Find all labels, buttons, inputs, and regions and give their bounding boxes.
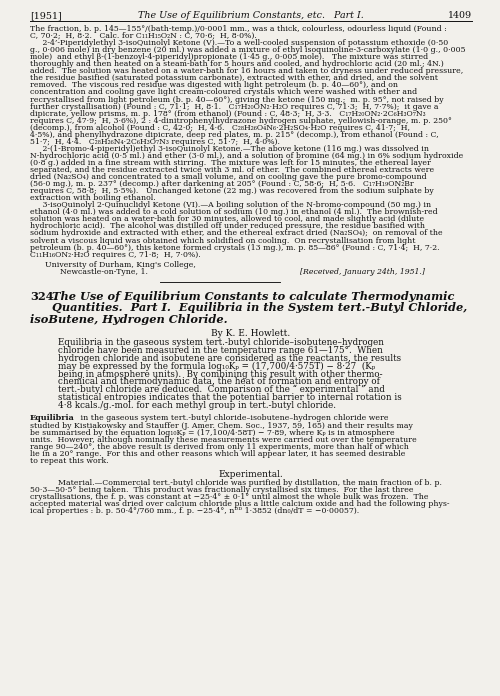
Text: be summarised by the equation log₁₀Kₚ = (17,100/4·58T) − 7·89, where Kₚ is in at: be summarised by the equation log₁₀Kₚ = …	[30, 429, 395, 436]
Text: concentration and cooling gave light cream-coloured crystals which were washed w: concentration and cooling gave light cre…	[30, 88, 417, 97]
Text: crystallisations, the f. p. was constant at −25·4° ± 0·1° until almost the whole: crystallisations, the f. p. was constant…	[30, 493, 428, 501]
Text: University of Durham, King's College,: University of Durham, King's College,	[45, 260, 196, 269]
Text: (decomp.), from alcohol (Found : C, 42·0;  H, 4·6.   C₂₈H₂₆O₄N₆·2H₂SO₄·H₂O requi: (decomp.), from alcohol (Found : C, 42·0…	[30, 124, 410, 132]
Text: solution was heated on a water-bath for 30 minutes, allowed to cool, and made sl: solution was heated on a water-bath for …	[30, 215, 424, 223]
Text: 50·3—50·5° being taken.  This product was fractionally crystallised six times.  : 50·3—50·5° being taken. This product was…	[30, 486, 413, 494]
Text: 4·5%), and phenylhydrazone dipicrate, deep red plates, m. p. 215° (decomp.), fro: 4·5%), and phenylhydrazone dipicrate, de…	[30, 131, 439, 139]
Text: range 90—240°, the above result is derived from only 11 experiments, more than h: range 90—240°, the above result is deriv…	[30, 443, 409, 450]
Text: separated, and the residue extracted twice with 3 ml. of ether.  The combined et: separated, and the residue extracted twi…	[30, 166, 434, 174]
Text: C, 70·2;  H, 8·2.   Calc. for C₁₁H₁₅O₂N : C, 70·6;  H, 8·0%).: C, 70·2; H, 8·2. Calc. for C₁₁H₁₅O₂N : C…	[30, 32, 257, 40]
Text: extraction with boiling ethanol.: extraction with boiling ethanol.	[30, 194, 156, 203]
Text: Equilibria: Equilibria	[30, 414, 75, 422]
Text: The Use of Equilibrium Constants, etc.   Part I.: The Use of Equilibrium Constants, etc. P…	[138, 11, 364, 20]
Text: petroleum (b. p. 40—60°), this ketone formed crystals (13 mg.), m. p. 85—86° (Fo: petroleum (b. p. 40—60°), this ketone fo…	[30, 244, 440, 251]
Text: 4·8 kcals./g.-mol. for each methyl group in tert.-butyl chloride.: 4·8 kcals./g.-mol. for each methyl group…	[58, 401, 336, 410]
Text: Experimental.: Experimental.	[218, 470, 284, 479]
Text: studied by Kistiakowsky and Stauffer (J. Amer. Chem. Soc., 1937, 59, 165) and th: studied by Kistiakowsky and Stauffer (J.…	[30, 422, 413, 429]
Text: mole)  and ethyl β-(1-benzoyl-4-piperidyl)propionate (1·45 g., 0·005 mole).   Th: mole) and ethyl β-(1-benzoyl-4-piperidyl…	[30, 53, 428, 61]
Text: Quantities.  Part I.  Equilibria in the System tert.-Butyl Chloride,: Quantities. Part I. Equilibria in the Sy…	[52, 302, 467, 313]
Text: being in atmosphere units).  By combining this result with other thermo-: being in atmosphere units). By combining…	[58, 370, 382, 379]
Text: solvent a viscous liquid was obtained which solidified on cooling.  On recrystal: solvent a viscous liquid was obtained wh…	[30, 237, 415, 244]
Text: By K. E. Howlett.: By K. E. Howlett.	[212, 329, 290, 338]
Text: [Received, January 24th, 1951.]: [Received, January 24th, 1951.]	[300, 268, 425, 276]
Text: statistical entropies indicates that the potential barrier to internal rotation : statistical entropies indicates that the…	[58, 393, 402, 402]
Text: hydrochloric acid).  The alcohol was distilled off under reduced pressure, the r: hydrochloric acid). The alcohol was dist…	[30, 223, 425, 230]
Text: Equilibria in the gaseous system tert.-butyl chloride–isobutene–hydrogen: Equilibria in the gaseous system tert.-b…	[58, 338, 384, 347]
Text: further crystallisation) (Found : C, 71·1;  H, 8·1.   C₁₇H₂₀ON₂·H₂O requires C, : further crystallisation) (Found : C, 71·…	[30, 102, 438, 111]
Text: sodium hydroxide and extracted with ether, and the ethereal extract dried (Na₂SO: sodium hydroxide and extracted with ethe…	[30, 230, 442, 237]
Text: [1951]: [1951]	[30, 11, 62, 20]
Text: (0·8 g.) added in a fine stream with stirring.  The mixture was left for 15 minu: (0·8 g.) added in a fine stream with sti…	[30, 159, 431, 167]
Text: chemical and thermodynamic data, the heat of formation and entropy of: chemical and thermodynamic data, the hea…	[58, 377, 380, 386]
Text: chloride have been measured in the temperature range 61—175°.  When: chloride have been measured in the tempe…	[58, 346, 383, 355]
Text: Newcastle-on-Tyne, 1.: Newcastle-on-Tyne, 1.	[60, 268, 148, 276]
Text: isoButene, Hydrogen Chloride.: isoButene, Hydrogen Chloride.	[30, 314, 228, 325]
Text: accepted material was dried over calcium chloride plus a little calcium oxide an: accepted material was dried over calcium…	[30, 500, 450, 508]
Text: 324.: 324.	[30, 291, 58, 302]
Text: may be expressed by the formula log₁₀Kₚ = (17,700/4·575T) − 8·27  (Kₚ: may be expressed by the formula log₁₀Kₚ …	[58, 362, 375, 371]
Text: dried (Na₂SO₄) and concentrated to a small volume, and on cooling gave the pure : dried (Na₂SO₄) and concentrated to a sma…	[30, 173, 426, 181]
Text: removed.  The viscous red residue was digested with light petroleum (b. p. 40—60: removed. The viscous red residue was dig…	[30, 81, 398, 89]
Text: (56·0 mg.), m. p. 237° (decomp.) after darkening at 205° (Found : C, 58·6;  H, 5: (56·0 mg.), m. p. 237° (decomp.) after d…	[30, 180, 414, 188]
Text: g., 0·006 mole) in dry benzene (20 ml.) was added a mixture of ethyl isoquinolin: g., 0·006 mole) in dry benzene (20 ml.) …	[30, 46, 466, 54]
Text: 2-4’-Piperidylethyl 3-isoQuinolyl Ketone (V).—To a well-cooled suspension of pot: 2-4’-Piperidylethyl 3-isoQuinolyl Ketone…	[30, 39, 448, 47]
Text: The Use of Equilibrium Constants to calculate Thermodynamic: The Use of Equilibrium Constants to calc…	[52, 291, 454, 302]
Text: lie in a 20° range.  For this and other reasons which will appear later, it has : lie in a 20° range. For this and other r…	[30, 450, 406, 458]
Text: recrystallised from light petroleum (b. p. 40—60°), giving the ketone (150 mg.; : recrystallised from light petroleum (b. …	[30, 95, 444, 104]
Text: 3-isoQuinolyl 2-Quinuclidyl Ketone (VI).—A boiling solution of the N-bromo-compo: 3-isoQuinolyl 2-Quinuclidyl Ketone (VI).…	[30, 201, 431, 209]
Text: Material.—Commercial tert.-butyl chloride was purified by distillation, the main: Material.—Commercial tert.-butyl chlorid…	[58, 479, 442, 487]
Text: hydrogen chloride and isobutene are considered as the reactants, the results: hydrogen chloride and isobutene are cons…	[58, 354, 401, 363]
Text: in the gaseous system tert.-butyl chloride–isobutene–hydrogen chloride were: in the gaseous system tert.-butyl chlori…	[78, 414, 388, 422]
Text: ethanol (4·0 ml.) was added to a cold solution of sodium (10 mg.) in ethanol (4 : ethanol (4·0 ml.) was added to a cold so…	[30, 208, 438, 216]
Text: requires C, 58·8;  H, 5·5%).   Unchanged ketone (22 mg.) was recovered from the : requires C, 58·8; H, 5·5%). Unchanged ke…	[30, 187, 434, 195]
Text: requires C, 47·9;  H, 3·6%), 2 : 4-dinitrophenylhydrazone hydrogen sulphate, yel: requires C, 47·9; H, 3·6%), 2 : 4-dinitr…	[30, 117, 452, 125]
Text: thoroughly and then heated on a steam-bath for 5 hours and cooled, and hydrochlo: thoroughly and then heated on a steam-ba…	[30, 61, 444, 68]
Text: The fraction, b. p. 145—155°/(bath-temp.)/0·0001 mm., was a thick, colourless, o: The fraction, b. p. 145—155°/(bath-temp.…	[30, 25, 447, 33]
Text: 51·7;  H, 4·4.   C₂₈H₂₆N₄·2C₆H₃O₇N₃ requires C, 51·7;  H, 4·0%).: 51·7; H, 4·4. C₂₈H₂₆N₄·2C₆H₃O₇N₃ require…	[30, 138, 280, 145]
Text: N-hydrochloric acid (0·5 ml.) and ether (3·0 ml.), and a solution of bromine (64: N-hydrochloric acid (0·5 ml.) and ether …	[30, 152, 463, 160]
Text: to repeat this work.: to repeat this work.	[30, 457, 109, 465]
Text: the residue basified (saturated potassium carbonate), extracted with ether, and : the residue basified (saturated potassiu…	[30, 74, 438, 82]
Text: ical properties : b. p. 50·4°/760 mm., f. p. −25·4°, nᴰᴰ 1·3852 (dn₀/dT = −0·000: ical properties : b. p. 50·4°/760 mm., f…	[30, 507, 359, 515]
Text: added.  The solution was heated on a water-bath for 16 hours and taken to drynes: added. The solution was heated on a wate…	[30, 68, 463, 75]
Text: units.  However, although nominally these measurements were carried out over the: units. However, although nominally these…	[30, 436, 417, 443]
Text: C₁₁H₁₆ON₂·H₂O requires C, 71·8;  H, 7·0%).: C₁₁H₁₆ON₂·H₂O requires C, 71·8; H, 7·0%)…	[30, 251, 201, 259]
Text: tert.-butyl chloride are deduced.  Comparison of the “ experimental ” and: tert.-butyl chloride are deduced. Compar…	[58, 385, 385, 395]
Text: 1409: 1409	[448, 11, 472, 20]
Text: dipicrate, yellow prisms, m. p. 178° (from ethanol) (Found : C, 48·3;  H, 3·3.  : dipicrate, yellow prisms, m. p. 178° (fr…	[30, 109, 425, 118]
Text: 2-(1-Bromo-4-piperidyl)ethyl 3-isoQuinolyl Ketone.—The above ketone (116 mg.) wa: 2-(1-Bromo-4-piperidyl)ethyl 3-isoQuinol…	[30, 145, 429, 153]
